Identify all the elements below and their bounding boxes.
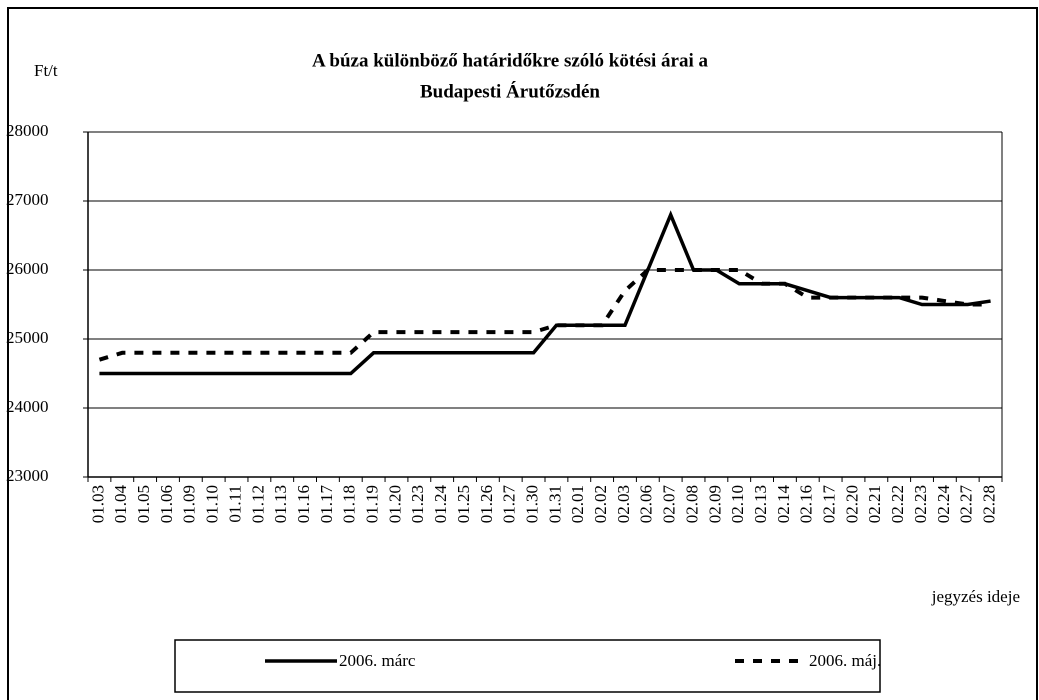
- x-tick-label: 02.01: [568, 485, 587, 523]
- x-tick-label: 01.06: [157, 485, 176, 523]
- x-tick-label: 01.17: [317, 485, 336, 524]
- x-tick-label: 02.20: [842, 485, 861, 523]
- x-tick-label: 02.16: [797, 485, 816, 523]
- y-tick-label: 25000: [6, 328, 49, 347]
- x-tick-label: 02.08: [682, 485, 701, 523]
- y-tick-label: 24000: [6, 397, 49, 416]
- x-tick-label: 01.11: [225, 485, 244, 523]
- x-tick-label: 02.24: [934, 485, 953, 524]
- x-tick-label: 02.22: [888, 485, 907, 523]
- x-tick-label: 01.25: [454, 485, 473, 523]
- x-tick-label: 02.14: [774, 485, 793, 524]
- x-tick-label: 02.07: [660, 485, 679, 524]
- chart-title: A búza különböző határidőkre szóló kötés…: [312, 50, 709, 71]
- x-tick-label: 01.27: [500, 484, 519, 523]
- legend-label: 2006. máj.: [809, 651, 881, 670]
- x-tick-label: 02.10: [728, 485, 747, 523]
- x-tick-label: 01.13: [271, 485, 290, 523]
- x-tick-label: 01.05: [134, 485, 153, 523]
- x-tick-label: 01.09: [180, 485, 199, 523]
- x-tick-label: 01.12: [248, 485, 267, 523]
- x-tick-label: 02.28: [979, 485, 998, 523]
- series-line: [99, 210, 991, 376]
- x-tick-label: 01.16: [294, 485, 313, 523]
- x-tick-label: 01.10: [203, 485, 222, 523]
- x-tick-label: 02.27: [957, 485, 976, 524]
- y-tick-label: 27000: [6, 190, 49, 209]
- x-tick-label: 01.26: [477, 485, 496, 523]
- x-tick-label: 01.23: [408, 485, 427, 523]
- x-tick-label: 01.30: [522, 485, 541, 523]
- frame: [7, 7, 1038, 700]
- x-tick-label: 02.17: [820, 485, 839, 524]
- x-tick-label: 02.03: [614, 485, 633, 523]
- x-axis-label: jegyzés ideje: [931, 587, 1020, 606]
- x-tick-label: 01.04: [111, 485, 130, 524]
- x-tick-label: 01.18: [340, 485, 359, 523]
- y-tick-label: 26000: [6, 259, 49, 278]
- x-tick-label: 02.09: [705, 485, 724, 523]
- x-tick-label: 02.02: [591, 485, 610, 523]
- y-axis-label: Ft/t: [34, 61, 58, 80]
- x-tick-label: 02.23: [911, 485, 930, 523]
- x-tick-label: 02.06: [637, 485, 656, 523]
- x-tick-label: 02.13: [751, 485, 770, 523]
- y-tick-label: 23000: [6, 466, 49, 485]
- x-tick-label: 01.03: [88, 485, 107, 523]
- x-tick-label: 01.20: [385, 485, 404, 523]
- x-tick-label: 01.19: [363, 485, 382, 523]
- legend: [174, 639, 881, 693]
- chart-title: Budapesti Árutőzsdén: [420, 80, 600, 102]
- series-line: [98, 268, 991, 362]
- legend-label: 2006. márc: [339, 651, 416, 670]
- x-tick-label: 01.31: [545, 485, 564, 523]
- x-tick-label: 02.21: [865, 485, 884, 523]
- y-tick-label: 28000: [6, 121, 49, 140]
- x-tick-label: 01.24: [431, 485, 450, 524]
